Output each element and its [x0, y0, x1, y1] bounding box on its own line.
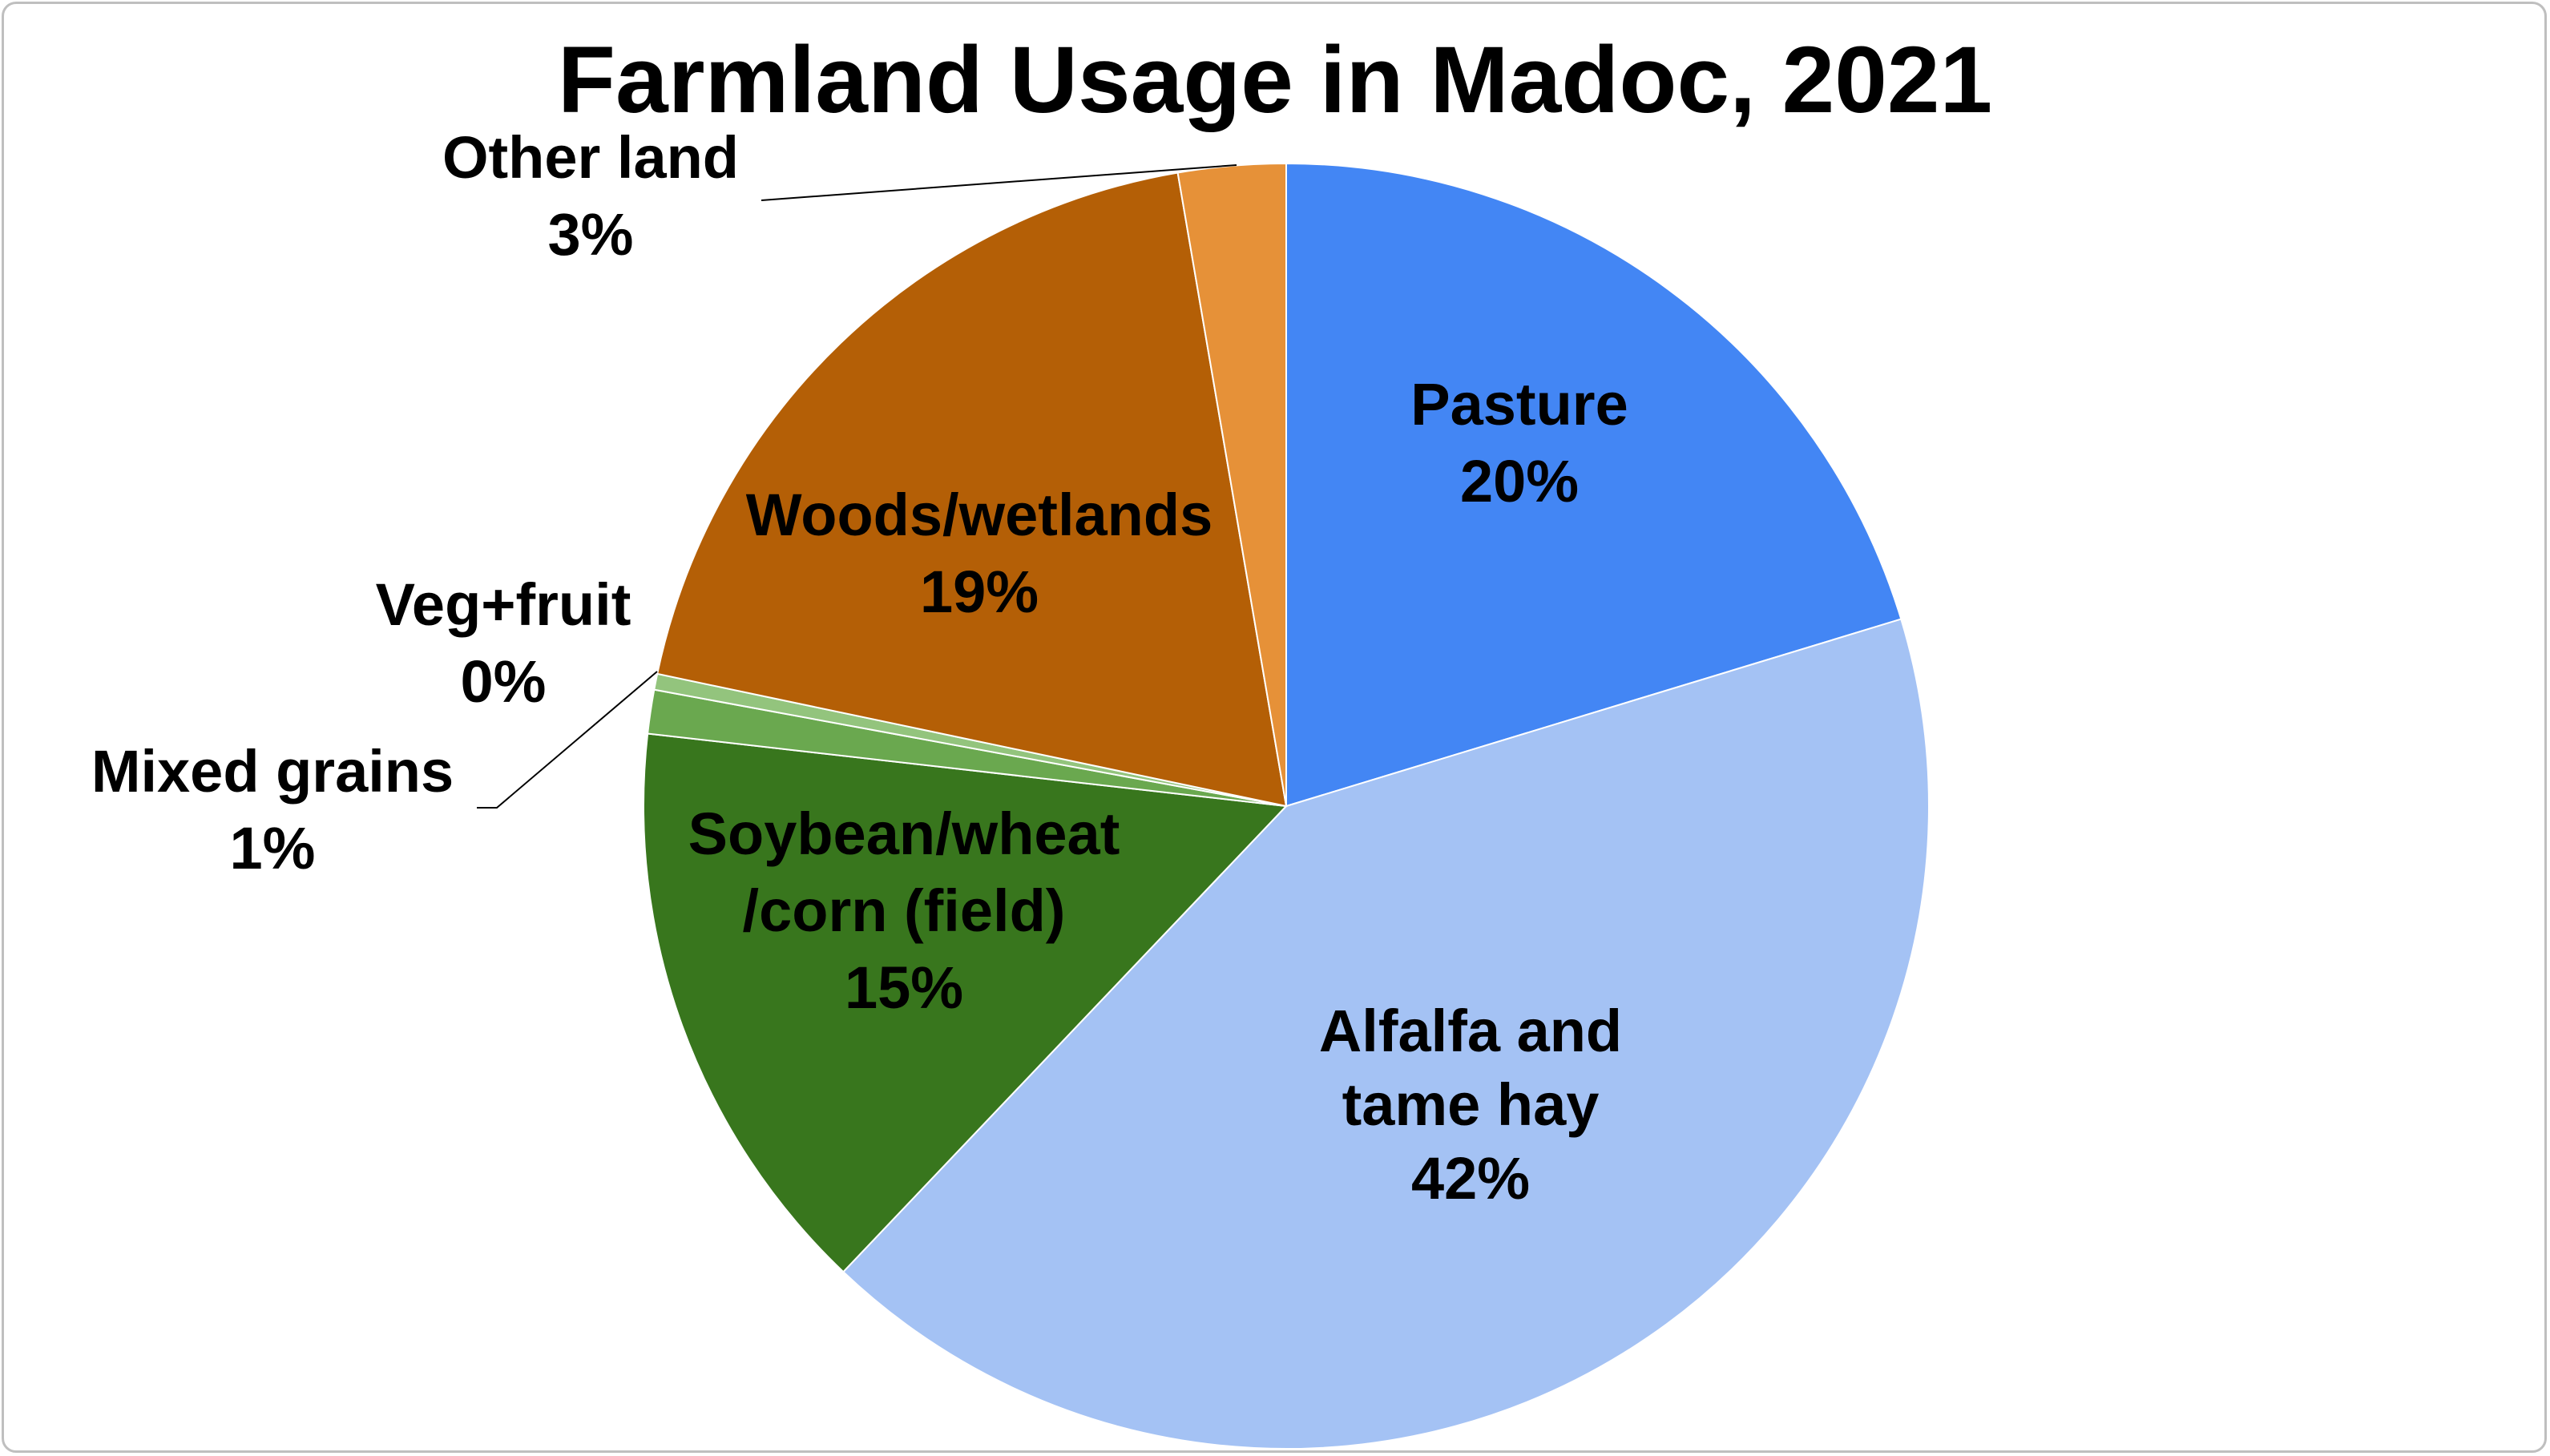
pie-slice-woods-wetlands: [656, 171, 1288, 808]
chart-title: Farmland Usage in Madoc, 2021: [558, 27, 1992, 133]
leader-lines: [477, 164, 1237, 809]
slice-label-line: tame hay: [1342, 1071, 1600, 1138]
slice-label-line: Alfalfa and: [1319, 998, 1622, 1064]
leader-line: [761, 164, 1237, 201]
slice-label-alfalfa-and-tame-hay: Alfalfa and tame hay 42%: [1319, 998, 1622, 1212]
pie-slice-soybean-wheat-corn-field: [642, 732, 1289, 1273]
slice-label-line: 20%: [1460, 448, 1579, 514]
slice-label-woods-wetlands: Woods/wetlands 19%: [746, 482, 1212, 625]
slice-label-line: 19%: [920, 559, 1039, 625]
slice-label-line: Other land: [442, 124, 739, 191]
slice-label-line: 42%: [1411, 1145, 1530, 1212]
slice-label-mixed-grains: Mixed grains 1%: [91, 738, 454, 881]
pie-slice-alfalfa-and-tame-hay: [841, 618, 1930, 1450]
slice-label-line: Veg+fruit: [376, 571, 631, 638]
slice-label-line: Mixed grains: [91, 738, 454, 805]
slice-label-soybean-wheat-corn-field: Soybean/wheat/corn (field) 15%: [688, 801, 1120, 1021]
slice-label-line: 1%: [230, 815, 316, 881]
slice-label-line: Woods/wetlands: [746, 482, 1212, 548]
slice-label-line: /corn (field): [743, 877, 1066, 944]
slice-label-line: 3%: [548, 201, 634, 268]
slice-label-veg-fruit: Veg+fruit 0%: [376, 571, 631, 715]
slice-label-other-land: Other land 3%: [442, 124, 739, 268]
slice-label-line: 15%: [845, 954, 963, 1021]
slice-label-line: Pasture: [1410, 371, 1628, 438]
pie-slice-pasture: [1285, 162, 1902, 808]
slice-label-line: 0%: [461, 648, 547, 715]
leader-line: [477, 671, 658, 809]
slice-label-line: Soybean/wheat: [688, 801, 1120, 867]
slice-labels: Pasture 20% Alfalfa and tame hay 42% Soybean/…: [91, 124, 1628, 1212]
pie-slices: [642, 162, 1930, 1450]
slice-label-pasture: Pasture 20%: [1410, 371, 1628, 514]
